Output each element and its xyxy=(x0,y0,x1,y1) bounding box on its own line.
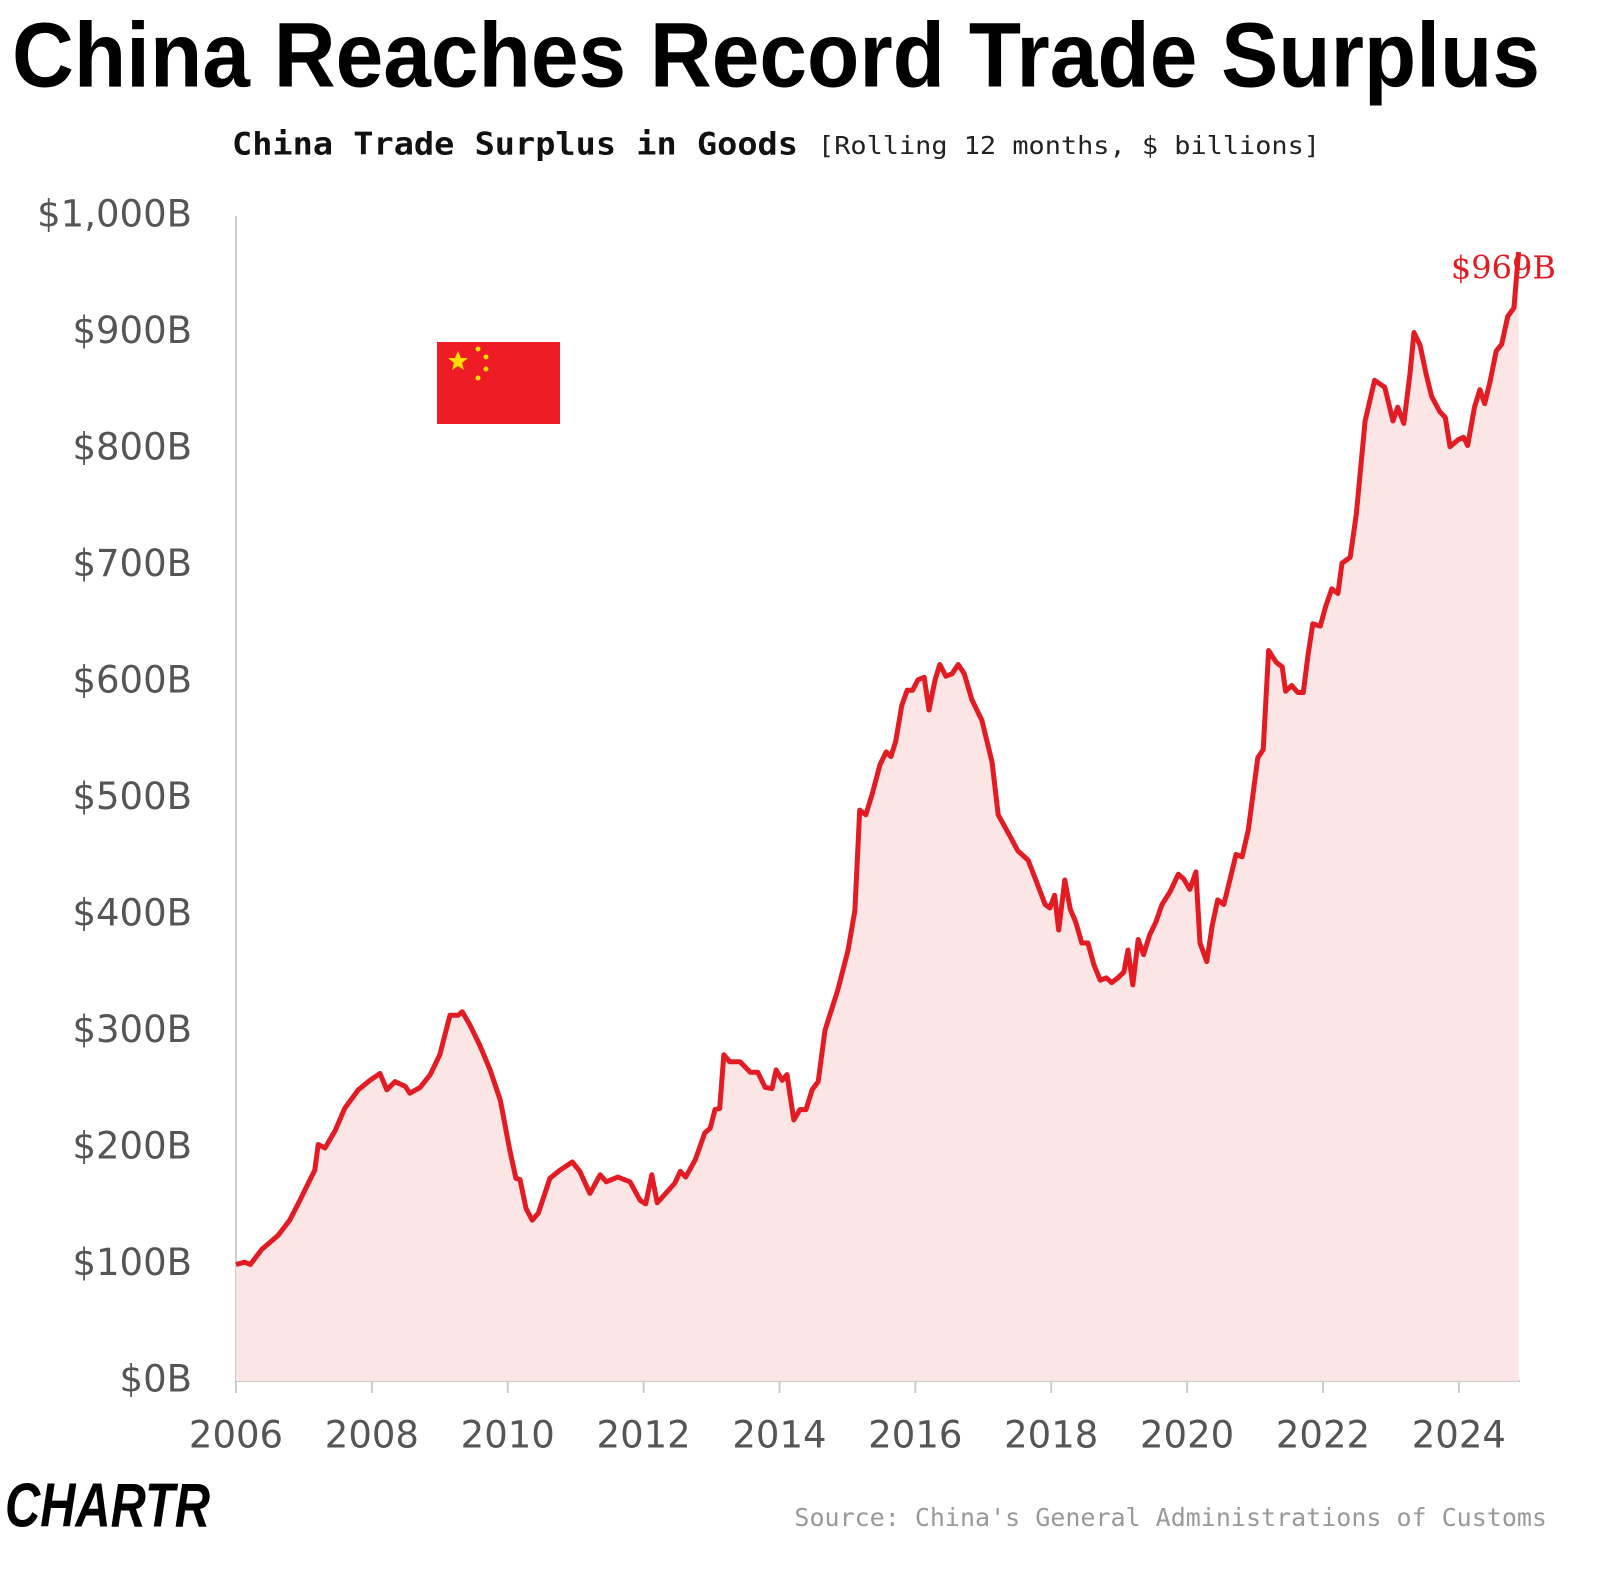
y-tick-label: $700B xyxy=(72,542,192,585)
area xyxy=(236,252,1519,1382)
value-label: $969B xyxy=(1451,249,1556,287)
subtitle: China Trade Surplus in Goods xyxy=(232,127,798,163)
y-tick-label: $800B xyxy=(72,426,192,469)
x-tick-label: 2020 xyxy=(1140,1414,1234,1457)
source: Source: China's General Administrations … xyxy=(794,1503,1547,1532)
x-tick-label: 2012 xyxy=(597,1414,691,1457)
flag xyxy=(437,342,560,424)
x-tick-label: 2016 xyxy=(868,1414,962,1457)
x-tick-label: 2018 xyxy=(1004,1414,1098,1457)
y-tick-label: $900B xyxy=(72,309,192,352)
y-tick-label: $500B xyxy=(72,775,192,818)
line xyxy=(235,251,1522,1267)
x-tick-label: 2008 xyxy=(325,1414,419,1457)
y-tick-label: $1,000B xyxy=(37,193,192,236)
y-tick-label: $300B xyxy=(72,1008,192,1051)
x-tick-label: 2010 xyxy=(461,1414,555,1457)
y-tick-label: $600B xyxy=(72,659,192,702)
x-tick-label: 2014 xyxy=(732,1414,826,1457)
y-tick-label: $200B xyxy=(72,1125,192,1168)
x-tick-label: 2022 xyxy=(1276,1414,1370,1457)
y-tick-label: $0B xyxy=(120,1358,192,1401)
chart-title: China Reaches Record Trade Surplus xyxy=(12,4,1540,106)
x-tick-label: 2024 xyxy=(1412,1414,1506,1457)
y-tick-label: $400B xyxy=(72,892,192,935)
x-tick-label: 2006 xyxy=(189,1414,283,1457)
brand-logo: CHARTR xyxy=(5,1471,210,1540)
subtitle-note: [Rolling 12 months, $ billions] xyxy=(818,131,1320,160)
y-tick-label: $100B xyxy=(72,1241,192,1284)
